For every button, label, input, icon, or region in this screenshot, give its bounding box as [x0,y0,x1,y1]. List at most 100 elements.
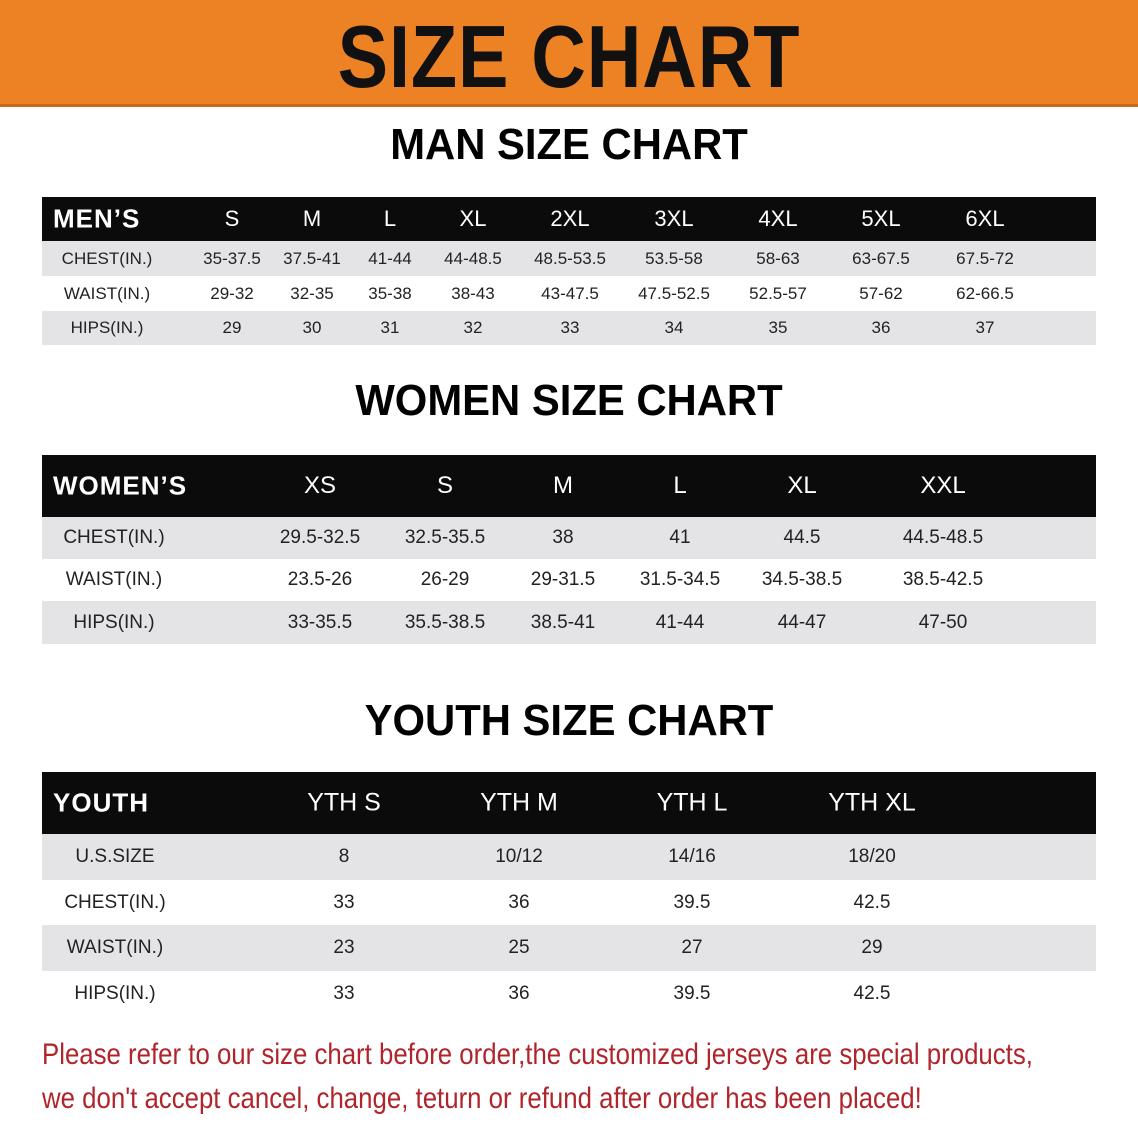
table-cell: 63-67.5 [852,248,910,268]
banner: SIZE CHART [0,0,1138,107]
table-cell: 39.5 [673,982,711,1004]
size-header: YTH M [480,788,558,817]
table-cell: 34.5-38.5 [761,569,843,590]
table-cell: 34 [664,318,684,337]
table-row: CHEST(IN.) 29.5-32.5 32.5-35.5 38 41 44.5 44.5… [42,517,1096,559]
row-label: HIPS(IN.) [73,611,155,633]
table-cell: 14/16 [668,846,716,867]
size-header: L [673,472,687,499]
table-cell: 35.5-38.5 [404,611,486,633]
header-label: WOMEN’S [53,470,188,501]
table-row: WAIST(IN.) 23.5-26 26-29 29-31.5 31.5-34.5 34… [42,559,1096,601]
table-cell: 29-31.5 [530,569,596,590]
size-header: XL [459,206,487,231]
row-label: CHEST(IN.) [61,248,153,268]
table-row: WAIST(IN.) 29-32 32-35 35-38 38-43 43-47.5 47.… [42,276,1096,311]
table-cell: 23.5-26 [287,569,353,590]
size-header: 4XL [758,206,798,231]
row-label: WAIST(IN.) [66,937,164,958]
row-label: HIPS(IN.) [70,318,144,337]
table-cell: 32.5-35.5 [404,527,486,548]
table-cell: 37.5-41 [283,248,341,268]
table-row: HIPS(IN.) 33 36 39.5 42.5 [42,971,1096,1016]
size-header: S [436,472,454,499]
table-cell: 36 [508,982,530,1004]
row-label: HIPS(IN.) [74,982,156,1004]
table-cell: 23 [333,937,355,958]
table-cell: 42.5 [853,891,891,913]
size-header: XXL [920,472,966,499]
size-header: YTH L [656,788,728,817]
size-header: 6XL [965,206,1005,231]
men-section-title: MAN SIZE CHART [390,120,748,169]
table-cell: 62-66.5 [956,283,1014,303]
table-cell: 33 [560,318,580,337]
table-cell: 47.5-52.5 [638,283,710,303]
size-header: L [383,206,397,231]
size-header: XL [787,472,817,499]
size-header: 5XL [861,206,901,231]
table-cell: 67.5-72 [956,248,1014,268]
table-row: WAIST(IN.) 23 25 27 29 [42,925,1096,971]
table-row: CHEST(IN.) 35-37.5 37.5-41 41-44 44-48.5 48.5… [42,241,1096,276]
size-header: S [224,206,240,231]
table-cell: 8 [338,846,350,867]
header-label: YOUTH [53,787,149,818]
table-cell: 57-62 [859,283,903,303]
table-cell: 38.5-41 [530,611,596,633]
table-cell: 44-48.5 [444,248,502,268]
table-row: U.S.SIZE 8 10/12 14/16 18/20 [42,834,1096,880]
row-label: WAIST(IN.) [63,283,151,303]
table-cell: 44.5-48.5 [902,527,984,548]
table-cell: 29 [222,318,242,337]
table-cell: 53.5-58 [645,248,703,268]
table-cell: 31.5-34.5 [639,569,721,590]
row-label: U.S.SIZE [75,846,155,867]
table-cell: 39.5 [673,891,711,913]
table-cell: 41-44 [655,611,705,633]
table-row: CHEST(IN.) 33 36 39.5 42.5 [42,880,1096,925]
table-cell: 10/12 [495,846,543,867]
table-cell: 44-47 [777,611,827,633]
table-cell: 58-63 [756,248,800,268]
table-cell: 27 [681,937,703,958]
table-cell: 33 [333,982,355,1004]
table-cell: 38.5-42.5 [902,569,984,590]
table-cell: 33-35.5 [287,611,353,633]
women-section-title: WOMEN SIZE CHART [355,376,783,425]
table-cell: 26-29 [420,569,470,590]
table-row: HIPS(IN.) 29 30 31 32 33 34 35 36 37 [42,311,1096,345]
size-header: M [302,206,322,231]
women-size-table: WOMEN’S XS S M L XL XXL CHEST(IN.) 29.5-32.5 32.5… [42,455,1096,644]
table-cell: 30 [302,318,322,337]
youth-section-title: YOUTH SIZE CHART [364,696,774,745]
table-cell: 35 [768,318,788,337]
table-header-row: MEN’S S M L XL 2XL 3XL 4XL 5XL 6XL [42,197,1096,241]
table-cell: 18/20 [848,846,896,867]
size-header: XS [303,472,337,499]
table-cell: 35-38 [368,283,412,303]
table-cell: 29 [861,937,883,958]
notice-line-2: we don't accept cancel, change, teturn o… [42,1082,922,1115]
table-cell: 41-44 [368,248,412,268]
table-cell: 33 [333,891,355,913]
table-cell: 32-35 [290,283,334,303]
table-cell: 38-43 [451,283,495,303]
table-cell: 38 [552,527,574,548]
size-header: YTH S [307,788,381,817]
table-cell: 29-32 [210,283,254,303]
row-label: CHEST(IN.) [63,527,165,548]
size-header: 2XL [550,206,590,231]
table-cell: 35-37.5 [203,248,261,268]
row-label: WAIST(IN.) [65,569,163,590]
table-cell: 48.5-53.5 [534,248,606,268]
table-cell: 36 [871,318,891,337]
table-row: HIPS(IN.) 33-35.5 35.5-38.5 38.5-41 41-44 44-… [42,601,1096,644]
table-cell: 36 [508,891,530,913]
size-header: 3XL [654,206,694,231]
table-header-row: YOUTH YTH S YTH M YTH L YTH XL [42,772,1096,834]
table-cell: 31 [380,318,400,337]
table-cell: 43-47.5 [541,283,599,303]
row-label: CHEST(IN.) [64,891,166,913]
table-cell: 32 [463,318,483,337]
